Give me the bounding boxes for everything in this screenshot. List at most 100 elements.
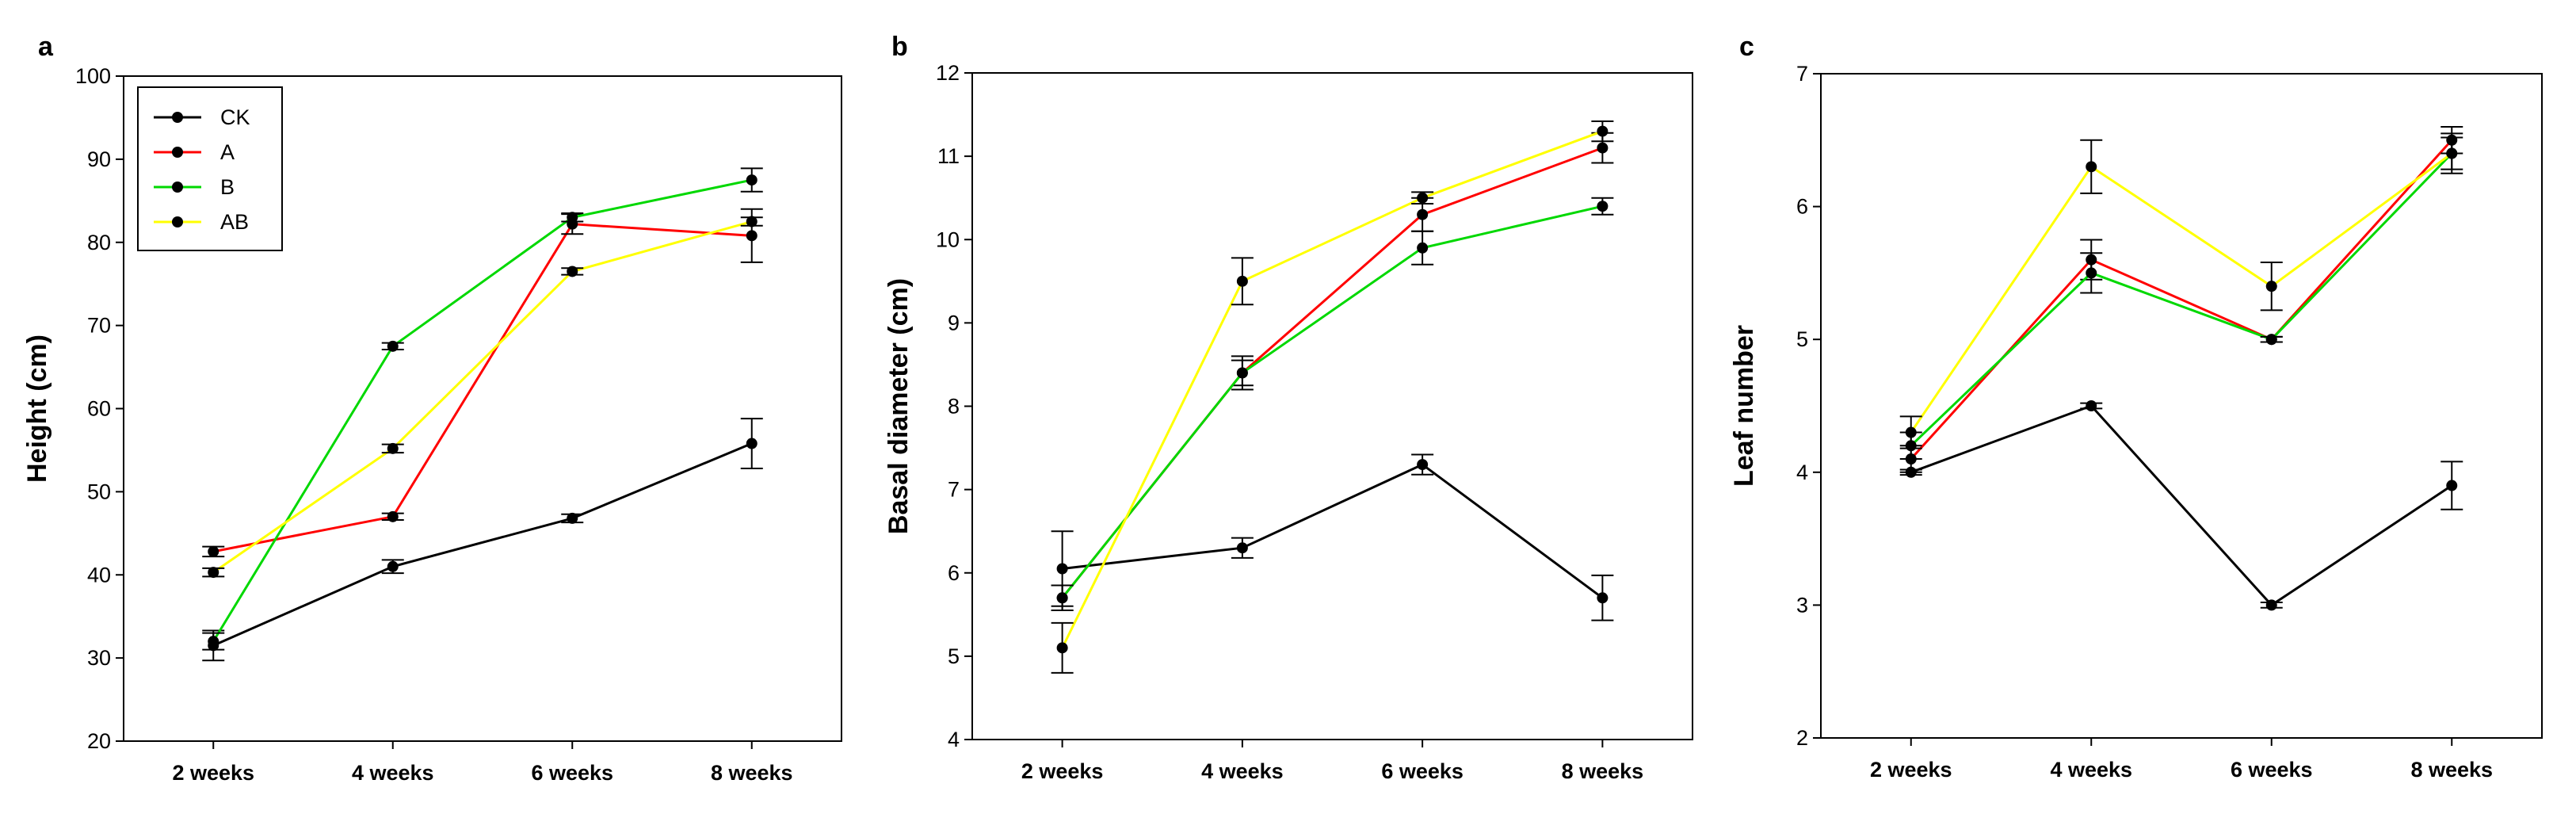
data-point-ck	[2086, 400, 2097, 411]
legend: CK AB AB	[137, 86, 283, 251]
data-point-ab	[2446, 147, 2458, 159]
series-line-b	[1910, 152, 2453, 447]
y-tick-label: 4	[948, 728, 960, 751]
series-line-ck	[1062, 463, 1604, 599]
y-tick-label: 2	[1796, 726, 1808, 750]
y-tick-label: 7	[948, 478, 960, 502]
x-category-label: 2 weeks	[172, 761, 254, 785]
data-point-b	[387, 340, 399, 352]
y-tick-label: 4	[1796, 461, 1808, 484]
legend-marker-ck	[172, 112, 183, 123]
data-point-ab	[1905, 426, 1917, 438]
data-point-a	[387, 510, 399, 522]
data-point-ck	[2446, 480, 2458, 491]
x-category-label: 6 weeks	[2231, 758, 2313, 782]
x-category-label: 8 weeks	[2410, 758, 2493, 782]
data-point-b	[208, 636, 219, 648]
y-tick-label: 11	[937, 144, 960, 168]
data-point-ck	[1597, 592, 1609, 604]
panel-letter: a	[38, 32, 54, 62]
data-point-ck	[1056, 563, 1068, 575]
data-point-b	[2265, 334, 2277, 346]
x-category-label: 8 weeks	[1562, 759, 1644, 783]
panel-b-basal-diameter-chart: b 4 5 6 7 8 9 10 11 12 2 weeks 4 weeks 6 weeks 8 week…	[883, 32, 1693, 783]
x-category-label: 4 weeks	[1201, 759, 1284, 783]
panel-a-height-chart: a 20 30 40 50 60 70 80 90 100 2 weeks 4 weeks 6 week…	[22, 32, 842, 785]
x-category-label: 6 weeks	[1381, 759, 1464, 783]
data-point-ab	[1056, 642, 1068, 654]
y-tick-label: 20	[87, 729, 111, 753]
series-line-ck	[212, 442, 753, 647]
y-tick-label: 40	[87, 563, 111, 587]
data-point-ck	[2265, 599, 2277, 611]
legend-marker-ab	[172, 216, 183, 227]
series-line-ab	[1910, 152, 2453, 434]
legend-label-a: A	[220, 140, 235, 164]
series-line-a	[212, 223, 752, 553]
x-category-label: 4 weeks	[352, 761, 434, 785]
y-tick-label: 50	[87, 480, 111, 503]
plot-frame	[1820, 73, 2543, 739]
x-category-label: 8 weeks	[711, 761, 793, 785]
data-point-ab	[208, 567, 219, 579]
data-point-ab	[1597, 125, 1609, 137]
data-point-ck	[746, 438, 758, 449]
data-point-b	[567, 212, 578, 224]
y-tick-label: 90	[87, 147, 111, 171]
x-category-label: 4 weeks	[2050, 758, 2132, 782]
y-tick-label: 30	[87, 646, 111, 670]
data-point-ab	[2265, 281, 2277, 292]
panel-letter: b	[891, 32, 908, 62]
data-point-a	[1597, 142, 1609, 154]
y-axis-label: Leaf number	[1729, 325, 1759, 487]
y-tick-label: 100	[75, 64, 111, 88]
data-point-ck	[1236, 542, 1248, 554]
data-point-ab	[746, 216, 758, 227]
y-tick-label: 5	[1796, 327, 1808, 351]
data-point-b	[2086, 267, 2097, 279]
panel-c-leaf-number-chart: c 2 3 4 5 6 7 2 weeks 4 weeks 6 weeks 8 weeks Leaf …	[1729, 32, 2543, 782]
legend-box	[137, 86, 283, 251]
y-tick-label: 5	[948, 644, 960, 668]
y-tick-label: 80	[87, 231, 111, 254]
data-point-ab	[387, 442, 399, 454]
series-line-b	[1061, 204, 1603, 599]
legend-marker-b	[172, 182, 183, 193]
x-category-label: 2 weeks	[1870, 758, 1952, 782]
panel-letter: c	[1739, 32, 1754, 62]
series-line-ck	[1910, 404, 2453, 607]
y-tick-label: 10	[936, 227, 960, 251]
data-point-b	[1597, 201, 1609, 212]
legend-label-ab: AB	[220, 210, 249, 234]
series-line-ab	[212, 220, 753, 574]
x-category-label: 2 weeks	[1021, 759, 1104, 783]
y-tick-label: 6	[948, 561, 960, 585]
y-axis-label: Basal diameter (cm)	[883, 278, 914, 534]
legend-label-ck: CK	[220, 105, 250, 129]
data-point-ck	[567, 512, 578, 524]
data-point-ab	[1417, 192, 1429, 204]
x-category-label: 6 weeks	[531, 761, 613, 785]
data-point-ck	[387, 560, 399, 572]
y-tick-label: 12	[936, 61, 960, 85]
data-point-b	[746, 174, 758, 186]
data-point-b	[1236, 367, 1248, 379]
y-tick-label: 7	[1796, 62, 1808, 86]
data-point-ab	[567, 266, 578, 277]
data-point-a	[1417, 208, 1429, 220]
y-tick-label: 6	[1796, 195, 1808, 219]
data-point-b	[1056, 592, 1068, 604]
y-tick-label: 9	[948, 311, 960, 334]
data-point-b	[1417, 242, 1429, 254]
legend-marker-a	[172, 147, 183, 158]
data-point-a	[208, 545, 219, 557]
y-tick-label: 3	[1796, 593, 1808, 617]
y-tick-label: 60	[87, 397, 111, 421]
series-line-ab	[1061, 130, 1603, 649]
y-tick-label: 8	[948, 395, 960, 419]
y-tick-label: 70	[87, 314, 111, 338]
data-point-a	[746, 230, 758, 242]
legend-label-b: B	[220, 175, 235, 199]
data-point-ab	[1236, 275, 1248, 287]
